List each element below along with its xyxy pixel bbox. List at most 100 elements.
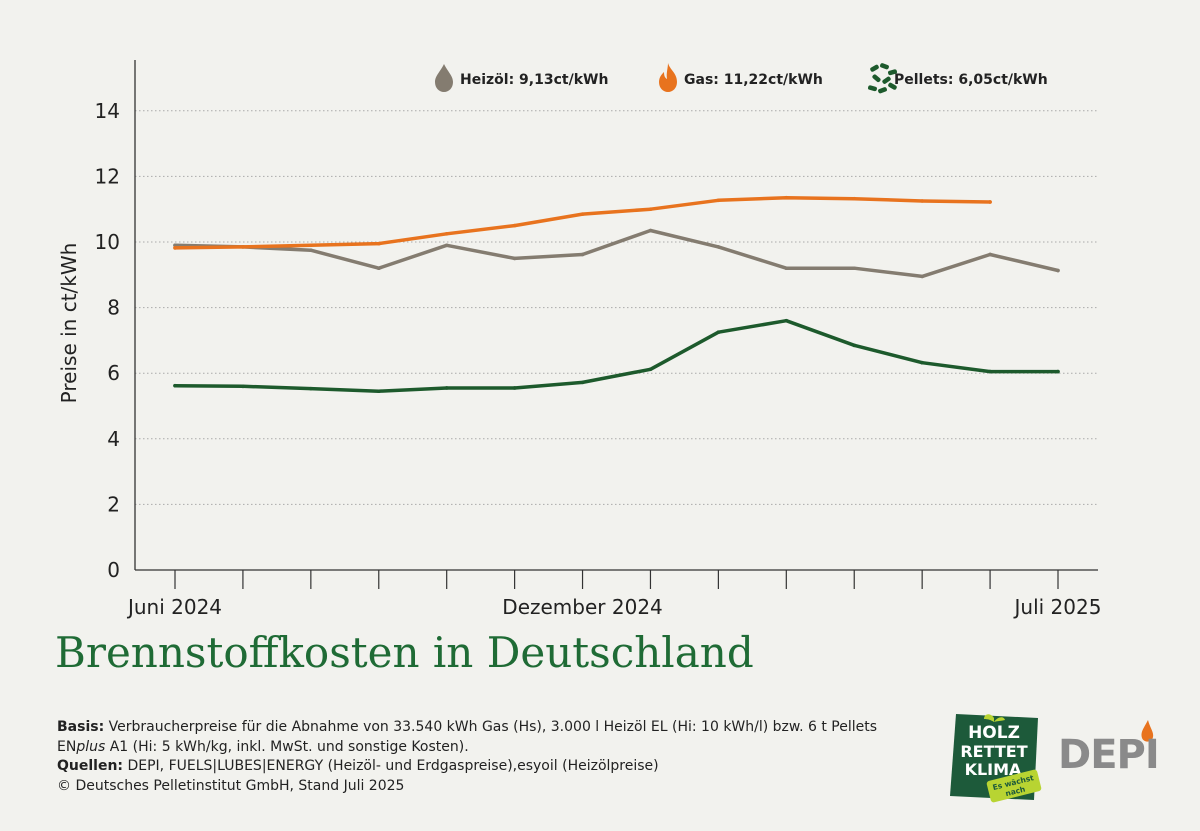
legend-label: Gas: 11,22ct/kWh xyxy=(684,72,823,88)
data-point-heizöl xyxy=(512,256,517,261)
x-axis-ticks: Juni 2024 Dezember 2024 Juli 2025 xyxy=(126,570,1102,619)
data-point-heizöl xyxy=(580,252,585,257)
sources-text: DEPI, FUELS|LUBES|ENERGY (Heizöl- und Er… xyxy=(123,758,659,774)
x-tick-label: Juli 2025 xyxy=(1013,595,1102,619)
data-point-heizöl xyxy=(852,266,857,271)
data-point-gas xyxy=(376,241,381,246)
basis-text-1: Verbraucherpreise für die Abnahme von 33… xyxy=(57,719,877,755)
data-point-gas xyxy=(784,195,789,200)
data-point-pellets xyxy=(852,343,857,348)
data-point-gas xyxy=(173,246,177,250)
data-point-heizöl xyxy=(784,266,789,271)
data-point-pellets xyxy=(376,389,381,394)
data-point-gas xyxy=(580,212,585,216)
data-point-gas xyxy=(716,198,721,203)
basis-label: Basis: xyxy=(57,719,105,735)
y-axis-ticks: 0 2 4 6 8 10 12 14 xyxy=(95,99,120,582)
basis-italic: plus xyxy=(76,738,106,755)
data-point-pellets xyxy=(648,367,653,372)
pellet-shape xyxy=(888,82,897,90)
klima-word: KLIMA xyxy=(965,760,1022,779)
legend: Heizöl: 9,13ct/kWh Gas: 11,22ct/kWh Pellet… xyxy=(435,63,1048,94)
data-point-gas xyxy=(852,196,857,201)
oil-drop-icon xyxy=(435,64,453,92)
data-point-gas xyxy=(512,223,517,228)
pellet-shape xyxy=(868,85,877,92)
x-tick-label: Dezember 2024 xyxy=(502,595,662,619)
data-point-gas xyxy=(444,232,449,236)
pellet-shape xyxy=(882,76,891,84)
flame-icon xyxy=(1141,720,1154,742)
holz-word: HOLZ xyxy=(968,723,1020,743)
x-tick-label: Juni 2024 xyxy=(126,595,222,619)
data-point-heizöl xyxy=(920,274,924,279)
legend-label: Pellets: 6,05ct/kWh xyxy=(894,72,1048,88)
series-line-heizöl xyxy=(173,228,1060,279)
series-lines xyxy=(173,195,1060,394)
data-point-gas xyxy=(920,199,924,203)
legend-icon-wrapper xyxy=(868,63,897,94)
y-tick-label: 14 xyxy=(95,99,120,123)
gridlines xyxy=(135,110,1098,505)
sources-line: Quellen: DEPI, FUELS|LUBES|ENERGY (Heizö… xyxy=(57,757,917,777)
sprout-icon xyxy=(984,714,1005,722)
y-tick-label: 2 xyxy=(107,492,120,516)
legend-icon-wrapper xyxy=(659,63,677,92)
pellet-shape xyxy=(880,63,889,70)
basis-text-2: A1 (Hi: 5 kWh/kg, inkl. MwSt. und sonsti… xyxy=(105,738,469,755)
sources-label: Quellen: xyxy=(57,758,124,774)
data-point-pellets xyxy=(920,360,924,365)
legend-label: Heizöl: 9,13ct/kWh xyxy=(460,72,608,88)
axes xyxy=(134,60,1098,571)
data-point-gas xyxy=(988,200,992,204)
data-point-heizöl xyxy=(309,248,313,252)
data-point-pellets xyxy=(444,386,449,390)
data-point-pellets xyxy=(784,318,789,323)
basis-line: Basis: Verbraucherpreise für die Abnahme… xyxy=(57,718,917,757)
depi-wordmark: DEPI xyxy=(1058,732,1160,778)
rettet-word: RETTET xyxy=(960,742,1027,761)
series-line-gas xyxy=(173,195,992,250)
data-point-pellets xyxy=(241,384,245,389)
data-point-pellets xyxy=(988,369,992,374)
data-point-pellets xyxy=(512,386,517,390)
data-point-pellets xyxy=(716,330,721,335)
legend-item-heizöl: Heizöl: 9,13ct/kWh xyxy=(435,64,608,92)
holz-rettet-klima-logo: HOLZ RETTET KLIMA Es wächst nach xyxy=(950,714,1042,803)
legend-icon-wrapper xyxy=(435,64,453,92)
y-tick-label: 12 xyxy=(95,164,120,188)
y-axis-label: Preise in ct/kWh xyxy=(57,243,81,404)
data-point-pellets xyxy=(173,383,177,388)
legend-item-gas: Gas: 11,22ct/kWh xyxy=(659,63,823,92)
data-point-heizöl xyxy=(376,266,381,271)
y-tick-label: 10 xyxy=(95,230,120,254)
chart-title: Brennstoffkosten in Deutschland xyxy=(55,628,754,677)
data-point-gas xyxy=(309,243,313,248)
copyright: © Deutsches Pelletinstitut GmbH, Stand J… xyxy=(57,777,405,794)
pellets-icon xyxy=(868,63,897,94)
data-point-pellets xyxy=(309,386,313,391)
legend-item-pellets: Pellets: 6,05ct/kWh xyxy=(868,63,1048,94)
y-tick-label: 4 xyxy=(107,427,120,451)
es-waechst-nach-badge: Es wächst nach xyxy=(986,769,1042,803)
data-point-pellets xyxy=(580,380,585,385)
data-point-heizöl xyxy=(444,243,449,248)
depi-logo: DEPI xyxy=(1058,718,1160,782)
pellet-shape xyxy=(872,74,881,83)
flame-icon xyxy=(659,63,677,92)
data-point-heizöl xyxy=(648,228,653,233)
data-point-heizöl xyxy=(1056,268,1060,273)
data-point-heizöl xyxy=(716,245,721,249)
y-tick-label: 0 xyxy=(107,558,120,582)
y-tick-label: 6 xyxy=(107,361,120,385)
data-point-gas xyxy=(241,245,245,249)
data-point-gas xyxy=(648,207,653,211)
y-tick-label: 8 xyxy=(107,296,120,320)
series-line-pellets xyxy=(173,318,1060,393)
footnote: Basis: Verbraucherpreise für die Abnahme… xyxy=(57,718,917,796)
data-point-heizöl xyxy=(988,252,992,257)
data-point-pellets xyxy=(1056,369,1060,374)
pellet-shape xyxy=(870,64,879,72)
line-chart: 0 2 4 6 8 10 12 14 Juni 2024 Dezember 2024 Juli 2… xyxy=(57,60,1102,619)
pellet-shape xyxy=(878,87,887,94)
